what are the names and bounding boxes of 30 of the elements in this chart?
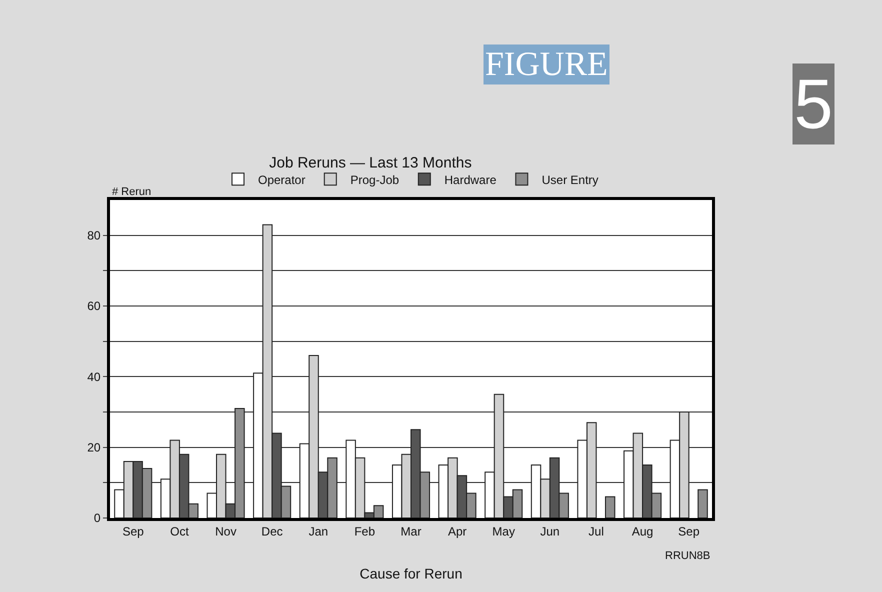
x-tick-label: Nov [215,524,236,538]
x-tick-label: Jul [588,524,604,538]
x-tick-label: Aug [632,524,654,538]
legend-label: Hardware [444,172,497,187]
bar [604,496,616,518]
bar [698,489,708,518]
x-tick-label: Feb [354,524,376,538]
text: FIGURE [485,46,608,83]
x-tick-label: Dec [261,524,283,538]
x-tick-label: Sep [122,524,144,538]
chart-title: Job Reruns — Last 13 Months [269,154,472,172]
legend-label: User Entry [542,172,598,187]
x-tick-label: Apr [448,524,467,538]
x-tick-label: Jun [540,524,560,538]
text: 5 [794,65,833,143]
y-tick-label: 60 [87,299,101,314]
text: RRUN8B [665,550,710,562]
x-tick-label: Oct [170,524,190,538]
x-axis-title: Cause for Rerun [360,566,462,582]
x-tick-label: Sep [678,524,700,538]
x-tick-label: May [492,524,515,538]
y-axis-title: # Rerun [112,186,152,198]
x-tick-label: Mar [400,524,422,538]
y-tick-label: 20 [87,440,101,455]
legend-label: Operator [258,172,306,187]
legend-label: Prog-Job [350,172,400,187]
y-tick-label: 80 [87,228,101,243]
y-tick-label: 40 [87,370,101,384]
x-tick-label: Jan [308,524,328,538]
y-tick-label: 0 [94,511,101,526]
